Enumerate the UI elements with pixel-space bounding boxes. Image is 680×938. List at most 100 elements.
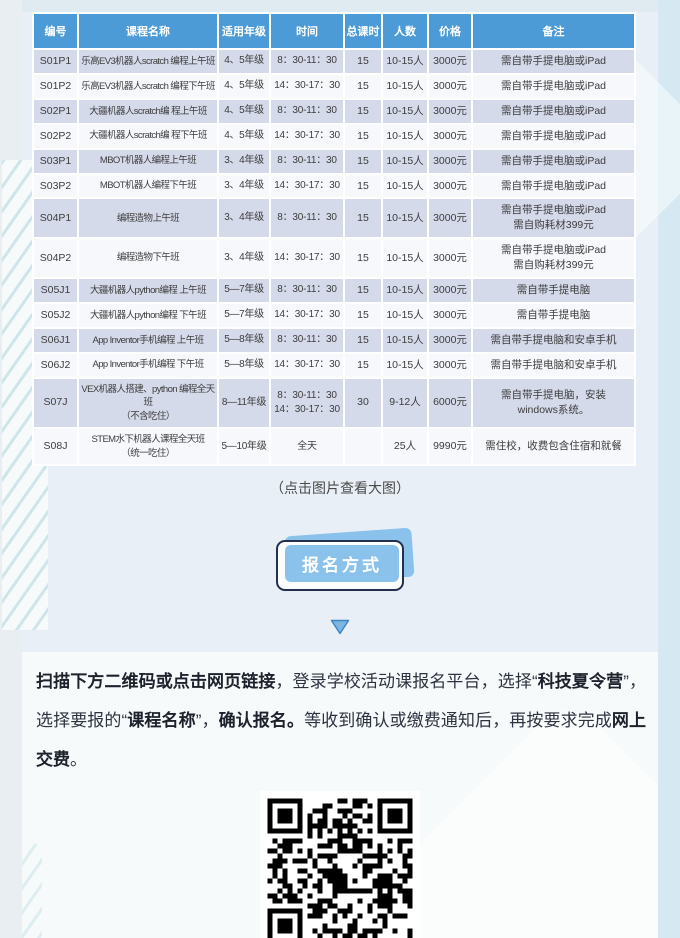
cell-notes: 需自带手提电脑: [472, 278, 635, 303]
column-header-price: 价格: [428, 13, 472, 49]
column-header-total-hours: 总课时: [344, 13, 382, 49]
column-header-time: 时间: [270, 13, 344, 49]
cell-capacity: 10-15人: [382, 238, 428, 278]
image-caption: （点击图片查看大图）: [22, 478, 658, 498]
cell-course-name: MBOT机器人编程上午班: [78, 149, 218, 174]
cell-capacity: 10-15人: [382, 149, 428, 174]
cell-grade: 5—7年级: [218, 303, 270, 328]
cell-price: 3000元: [428, 198, 472, 238]
cell-course-name: STEM水下机器人课程全天班 （统一吃住）: [78, 428, 218, 465]
signup-method-button[interactable]: 报名方式: [276, 540, 404, 591]
cell-notes: 需自带手提电脑或iPad 需自购耗材399元: [472, 198, 635, 238]
cell-grade: 4、5年级: [218, 124, 270, 149]
cell-course-name: 乐高EV3机器人scratch 编程下午班: [78, 74, 218, 99]
cell-price: 3000元: [428, 303, 472, 328]
cell-total-hours: 30: [344, 378, 382, 428]
cell-capacity: 10-15人: [382, 198, 428, 238]
cell-time: 14：30-17：30: [270, 238, 344, 278]
cell-total-hours: 15: [344, 99, 382, 124]
cell-total-hours: 15: [344, 149, 382, 174]
cell-price: 3000元: [428, 238, 472, 278]
cell-notes: 需自带手提电脑或iPad: [472, 49, 635, 74]
column-header-notes: 备注: [472, 13, 635, 49]
cell-capacity: 10-15人: [382, 99, 428, 124]
cell-notes: 需自带手提电脑或iPad: [472, 149, 635, 174]
cell-capacity: 10-15人: [382, 303, 428, 328]
decorative-stripes-bottom-left: [22, 844, 42, 938]
cell-course-name: 大疆机器人python编程 上午班: [78, 278, 218, 303]
cell-notes: 需自带手提电脑或iPad: [472, 74, 635, 99]
signup-button-label: 报名方式: [285, 545, 399, 582]
cell-notes: 需自带手提电脑或iPad: [472, 99, 635, 124]
cell-course-name: 大疆机器人python编程 下午班: [78, 303, 218, 328]
cell-grade: 5—8年级: [218, 328, 270, 353]
cell-grade: 5—7年级: [218, 278, 270, 303]
cell-code: S08J: [33, 428, 78, 465]
cell-grade: 8—11年级: [218, 378, 270, 428]
cell-price: 6000元: [428, 378, 472, 428]
instruction-text-bold: 确认报名。: [219, 711, 305, 730]
cell-notes: 需自带手提电脑或iPad 需自购耗材399元: [472, 238, 635, 278]
cell-course-name: 编程造物上午班: [78, 198, 218, 238]
instruction-text: 。: [70, 750, 87, 769]
table-header-row: 编号课程名称适用年级时间总课时人数价格备注: [33, 13, 635, 49]
cell-time: 8：30-11：30: [270, 278, 344, 303]
cell-time: 14：30-17：30: [270, 174, 344, 199]
instruction-text: ”，: [196, 711, 219, 730]
cell-grade: 4、5年级: [218, 74, 270, 99]
cell-code: S04P2: [33, 238, 78, 278]
cell-grade: 3、4年级: [218, 149, 270, 174]
cell-course-name: 乐高EV3机器人scratch 编程上午班: [78, 49, 218, 74]
cell-capacity: 10-15人: [382, 353, 428, 378]
cell-time: 8：30-11：30 14：30-17：30: [270, 378, 344, 428]
cell-code: S04P1: [33, 198, 78, 238]
qr-code[interactable]: [260, 791, 420, 938]
cell-capacity: 10-15人: [382, 49, 428, 74]
cell-grade: 4、5年级: [218, 49, 270, 74]
cell-course-name: App Inventor手机编程 下午班: [78, 353, 218, 378]
instruction-text-bold: 科技夏令营: [538, 672, 624, 691]
cell-total-hours: 15: [344, 198, 382, 238]
cell-notes: 需自带手提电脑或iPad: [472, 174, 635, 199]
cell-course-name: MBOT机器人编程下午班: [78, 174, 218, 199]
button-card: 报名方式: [276, 540, 404, 591]
cell-price: 3000元: [428, 278, 472, 303]
cell-price: 3000元: [428, 353, 472, 378]
signup-button-row: 报名方式: [22, 540, 658, 591]
cell-grade: 3、4年级: [218, 198, 270, 238]
cell-total-hours: 15: [344, 49, 382, 74]
cell-total-hours: 15: [344, 303, 382, 328]
cell-notes: 需自带手提电脑和安卓手机: [472, 353, 635, 378]
cell-total-hours: 15: [344, 278, 382, 303]
cell-code: S01P2: [33, 74, 78, 99]
cell-grade: 3、4年级: [218, 238, 270, 278]
cell-price: 9990元: [428, 428, 472, 465]
cell-time: 全天: [270, 428, 344, 465]
instruction-text: 等收到确认或缴费通知后，再按要求完成: [304, 711, 612, 730]
cell-code: S03P1: [33, 149, 78, 174]
cell-time: 8：30-11：30: [270, 198, 344, 238]
cell-code: S06J1: [33, 328, 78, 353]
cell-price: 3000元: [428, 49, 472, 74]
cell-time: 8：30-11：30: [270, 99, 344, 124]
cell-price: 3000元: [428, 149, 472, 174]
cell-total-hours: 15: [344, 238, 382, 278]
instruction-text: ，登录学校活动课报名平台，选择“: [275, 672, 537, 691]
cell-capacity: 10-15人: [382, 174, 428, 199]
cell-capacity: 10-15人: [382, 124, 428, 149]
column-header-grade: 适用年级: [218, 13, 270, 49]
cell-grade: 4、5年级: [218, 99, 270, 124]
cell-course-name: 大疆机器人scratch编 程上午班: [78, 99, 218, 124]
cell-time: 14：30-17：30: [270, 124, 344, 149]
cell-price: 3000元: [428, 74, 472, 99]
